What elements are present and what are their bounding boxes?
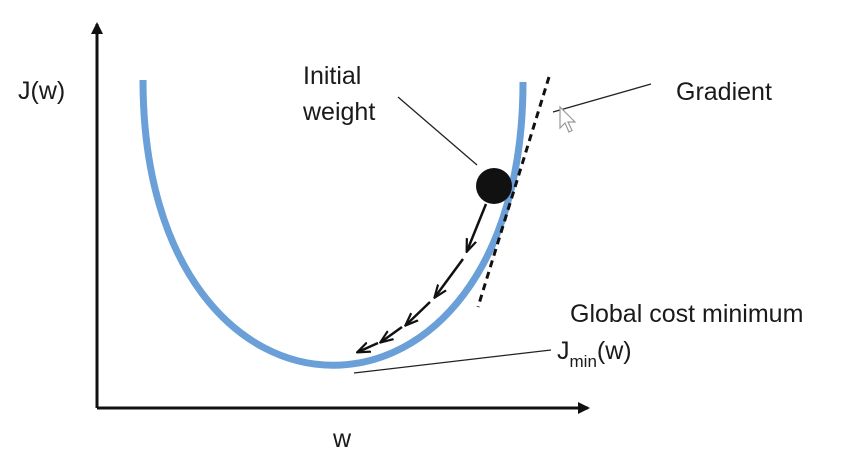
jmin-main: J: [557, 337, 570, 365]
global-min-leader-line: [353, 349, 552, 374]
initial-weight-leader-line: [397, 96, 478, 166]
jmin-subscript: min: [570, 352, 597, 371]
descent-step-arrow: [381, 325, 403, 342]
descent-step-arrow: [435, 258, 465, 297]
descent-step-arrow: [467, 203, 488, 251]
gradient-tangent-line: [476, 76, 551, 308]
jmin-label: Jmin(w): [557, 337, 632, 371]
global-min-label: Global cost minimum: [570, 300, 803, 328]
x-axis-label: w: [332, 425, 352, 453]
initial-weight-ball: [476, 168, 512, 204]
descent-step-arrow: [358, 343, 379, 352]
initial-weight-label-line2: weight: [302, 98, 375, 126]
initial-weight-label-line1: Initial: [303, 62, 361, 90]
mouse-pointer-icon: [559, 105, 577, 133]
descent-step-arrow: [406, 301, 431, 325]
gradient-leader-line: [552, 83, 652, 113]
gradient-label: Gradient: [676, 78, 772, 106]
jmin-suffix: (w): [597, 337, 632, 365]
y-axis-label: J(w): [18, 77, 65, 105]
cost-curve: [139, 79, 527, 369]
